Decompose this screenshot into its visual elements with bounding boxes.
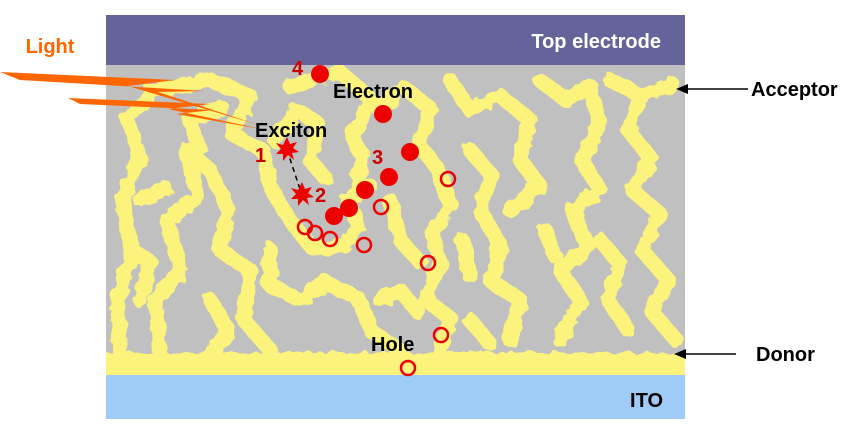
acceptor-arrowhead-icon (676, 84, 688, 94)
step-1-number: 1 (255, 145, 266, 167)
hole-circle (372, 198, 390, 216)
electron-dot (374, 105, 392, 123)
exciton-dissociation-starburst-icon (291, 182, 314, 206)
electron-dot (380, 168, 398, 186)
ito-label: ITO (630, 390, 663, 412)
hole-circle (399, 359, 417, 377)
light-label: Light (26, 36, 75, 58)
step-4-number: 4 (292, 58, 304, 80)
hole-circle (432, 326, 450, 344)
hole-circle (306, 224, 324, 242)
top-electrode (106, 15, 685, 65)
electron-dot (356, 181, 374, 199)
light-bolt-icon (0, 72, 266, 130)
step-2-number: 2 (315, 185, 326, 207)
step-3-number: 3 (372, 147, 383, 169)
hole-label: Hole (371, 334, 414, 356)
acceptor-label: Acceptor (751, 79, 838, 101)
top-electrode-label: Top electrode (531, 31, 661, 53)
hole-circle (419, 254, 437, 272)
holes (296, 170, 457, 377)
exciton-starburst-icon (276, 137, 299, 161)
ito-layer (106, 375, 685, 419)
hole-circle (355, 236, 373, 254)
electron-label: Electron (333, 81, 413, 103)
electron-dot (340, 199, 358, 217)
electron-dot (401, 143, 419, 161)
exciton-diffusion-path (286, 149, 302, 193)
donor-label: Donor (756, 344, 815, 366)
donor-arrowhead-icon (674, 349, 686, 359)
exciton-label: Exciton (255, 120, 327, 142)
electron-dot (311, 65, 329, 83)
hole-circle (321, 230, 339, 248)
electrons (311, 65, 419, 225)
electron-dot (325, 207, 343, 225)
hole-circle (439, 170, 457, 188)
